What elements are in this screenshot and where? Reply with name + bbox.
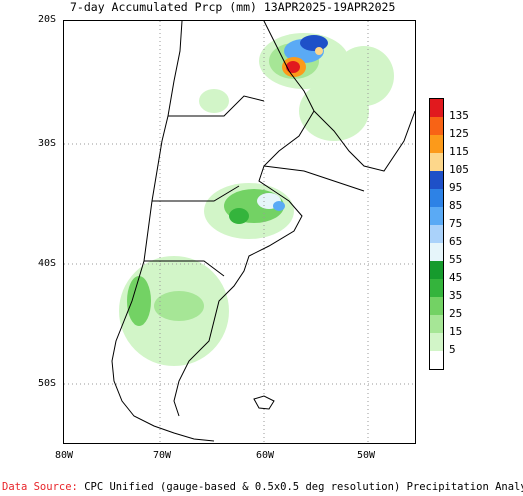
precip-area-pampas4: [229, 208, 249, 224]
precip-area-core6: [315, 47, 323, 55]
legend-swatch: [430, 207, 443, 225]
precip-area-chile-south: [127, 276, 151, 326]
legend-label: 75: [449, 217, 463, 230]
precip-area-patagonia2: [154, 291, 204, 321]
lat-label-30s: 30S: [38, 138, 57, 149]
precipitation-map: [63, 20, 416, 444]
legend-swatch: [430, 315, 443, 333]
legend-swatch: [430, 297, 443, 315]
legend-swatch: [430, 153, 443, 171]
legend-swatch: [430, 261, 443, 279]
map-canvas: [64, 20, 416, 443]
legend-label: 85: [449, 199, 463, 212]
lat-label-50s: 50S: [38, 378, 57, 389]
precip-area-pampas5: [273, 201, 285, 211]
legend-label: 65: [449, 235, 463, 248]
legend-swatch: [430, 99, 443, 117]
coastline: [111, 20, 416, 442]
legend-swatch: [430, 351, 443, 369]
footer: Data Source: CPC Unified (gauge-based & …: [2, 481, 523, 493]
legend-swatch: [430, 171, 443, 189]
lon-label-80w: 80W: [55, 450, 74, 461]
lat-label-20s: 20S: [38, 14, 57, 25]
color-legend: [429, 98, 444, 370]
lon-label-70w: 70W: [153, 450, 172, 461]
legend-label: 125: [449, 127, 469, 140]
precip-area-core5: [286, 61, 300, 73]
legend-label: 135: [449, 109, 469, 122]
gridlines: [64, 21, 415, 443]
legend-swatch: [430, 243, 443, 261]
lon-label-50w: 50W: [357, 450, 376, 461]
data-source-text: CPC Unified (gauge-based & 0.5x0.5 deg r…: [84, 481, 523, 493]
legend-label: 25: [449, 307, 463, 320]
islands: [253, 395, 275, 410]
data-source-label: Data Source:: [2, 481, 78, 493]
legend-label: 45: [449, 271, 463, 284]
lat-label-40s: 40S: [38, 258, 57, 269]
legend-swatch: [430, 333, 443, 351]
lon-label-60w: 60W: [256, 450, 275, 461]
legend-label: 115: [449, 145, 469, 158]
legend-label: 15: [449, 325, 463, 338]
legend-label: 105: [449, 163, 469, 176]
precip-area-core3: [300, 35, 328, 51]
legend-swatch: [430, 135, 443, 153]
legend-label: 55: [449, 253, 463, 266]
map-title: 7-day Accumulated Prcp (mm) 13APR2025-19…: [70, 0, 396, 14]
precip-area-north: [199, 89, 229, 113]
legend-label: 35: [449, 289, 463, 302]
legend-label: 5: [449, 343, 456, 356]
legend-swatch: [430, 225, 443, 243]
precip-shading: [119, 33, 394, 366]
legend-swatch: [430, 279, 443, 297]
legend-swatch: [430, 189, 443, 207]
legend-swatch: [430, 117, 443, 135]
precip-area-misiones: [299, 81, 369, 141]
legend-label: 95: [449, 181, 463, 194]
